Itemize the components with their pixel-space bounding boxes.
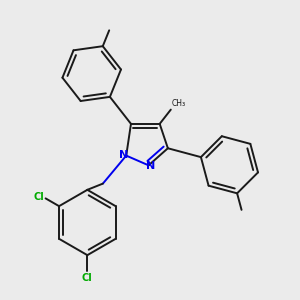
Text: Cl: Cl bbox=[82, 273, 93, 283]
Text: Cl: Cl bbox=[33, 192, 44, 203]
Text: N: N bbox=[146, 161, 155, 171]
Text: CH₃: CH₃ bbox=[172, 99, 186, 108]
Text: N: N bbox=[119, 150, 128, 160]
